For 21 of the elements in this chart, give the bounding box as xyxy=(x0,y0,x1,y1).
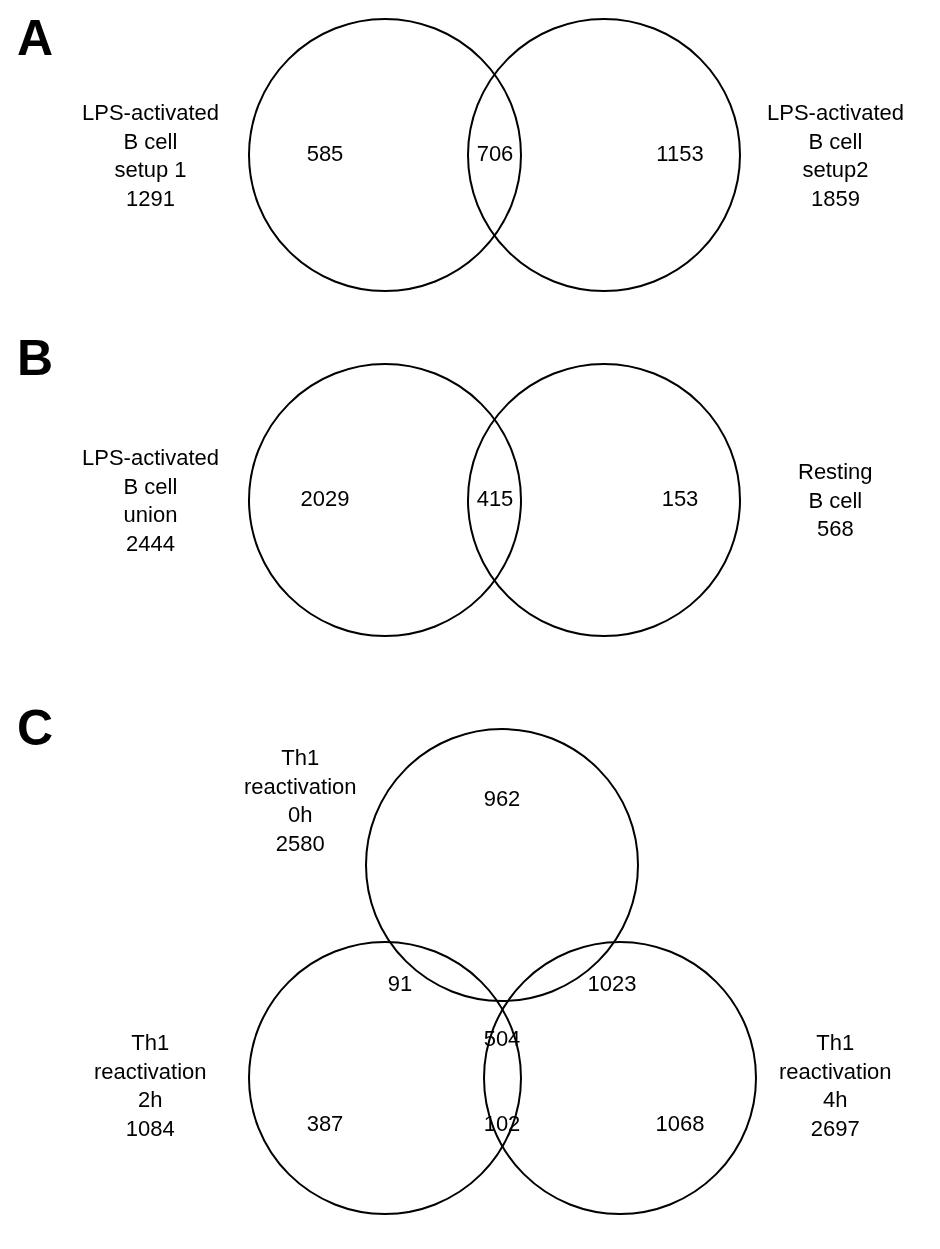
text: B xyxy=(17,330,54,386)
data-label: 706 xyxy=(476,140,514,166)
text: LPS-activated B cell union 2444 xyxy=(82,445,219,556)
text: Th1 reactivation 0h 2580 xyxy=(244,745,357,856)
data-label: 387 xyxy=(306,1110,344,1136)
data-label: 2029 xyxy=(300,485,350,511)
data-label: 1068 xyxy=(655,1110,705,1136)
data-label: 1153 xyxy=(656,140,704,166)
data-label: 91 xyxy=(387,970,413,996)
text: A xyxy=(17,10,54,66)
text: C xyxy=(17,700,54,756)
text: Resting B cell 568 xyxy=(798,459,873,542)
text: Th1 reactivation 4h 2697 xyxy=(779,1030,892,1141)
text: LPS-activated B cell setup2 1859 xyxy=(767,100,904,211)
text: Th1 reactivation 2h 1084 xyxy=(94,1030,207,1141)
data-label: 585 xyxy=(306,140,344,166)
data-label: 962 xyxy=(483,785,521,811)
data-label: 153 xyxy=(661,485,699,511)
data-label: 1023 xyxy=(587,970,637,996)
text: LPS-activated B cell setup 1 1291 xyxy=(82,100,219,211)
data-label: 415 xyxy=(476,485,514,511)
